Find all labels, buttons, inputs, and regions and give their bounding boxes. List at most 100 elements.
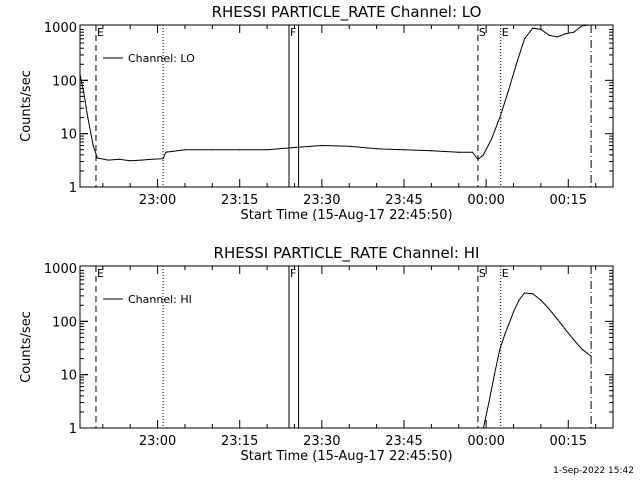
y-tick-label: 100 <box>52 315 77 330</box>
data-point <box>590 25 592 26</box>
chart-title: RHESSI PARTICLE_RATE Channel: LO <box>212 3 482 22</box>
x-tick-label: 23:15 <box>221 193 258 208</box>
data-point <box>491 138 493 140</box>
chart-panel-1: RHESSI PARTICLE_RATE Channel: LO 1 10 100 10… <box>19 3 614 223</box>
data-point <box>482 154 484 156</box>
data-point <box>523 292 526 294</box>
data-point <box>581 25 583 27</box>
legend-label: Channel: HI <box>128 293 192 306</box>
data-point <box>504 332 506 334</box>
data-point <box>523 38 526 40</box>
data-point <box>532 293 534 295</box>
x-tick-label: 00:00 <box>467 434 504 449</box>
data-point <box>499 117 501 119</box>
x-tick-label: 23:45 <box>385 193 422 208</box>
marker-label: E <box>502 26 509 39</box>
x-tick-label: 23:00 <box>139 193 176 208</box>
data-point <box>493 374 495 376</box>
data-point <box>83 91 85 93</box>
data-point <box>118 158 120 160</box>
data-point <box>293 146 296 149</box>
data-point <box>507 91 509 93</box>
data-point <box>548 308 550 310</box>
marker-label: S <box>479 26 486 39</box>
data-point <box>129 160 131 162</box>
data-point <box>376 148 378 150</box>
x-tick-label: 23:30 <box>303 193 340 208</box>
data-point <box>556 318 558 320</box>
plot-frame <box>79 265 614 429</box>
y-tick-label: 1000 <box>44 262 77 277</box>
data-point <box>477 158 479 160</box>
x-tick-label: 23:00 <box>139 434 176 449</box>
legend-label: Channel: LO <box>128 52 195 65</box>
marker-label: E <box>97 267 104 280</box>
data-point <box>151 158 153 160</box>
data-point <box>92 144 94 147</box>
y-tick-label: 10 <box>60 128 77 143</box>
y-axis-label: Counts/sec <box>19 70 34 142</box>
x-tick-label: 00:15 <box>550 193 587 208</box>
data-point <box>573 31 575 33</box>
data-point <box>165 151 167 153</box>
footer-timestamp: 1-Sep-2022 15:42 <box>553 466 634 476</box>
x-tick-label: 00:00 <box>467 193 504 208</box>
series-line <box>482 292 592 428</box>
x-tick-label: 23:15 <box>221 434 258 449</box>
data-point <box>321 144 323 147</box>
data-point <box>515 63 517 65</box>
data-point <box>211 149 213 151</box>
data-point <box>548 34 550 36</box>
x-axis-label: Start Time (15-Aug-17 22:45:50) <box>240 449 452 464</box>
data-point <box>471 151 473 153</box>
data-point <box>80 73 81 75</box>
data-point <box>403 149 405 151</box>
x-axis-label: Start Time (15-Aug-17 22:45:50) <box>240 208 452 223</box>
data-point <box>564 329 567 331</box>
data-point <box>540 28 542 30</box>
marker-label: F <box>290 267 296 280</box>
x-tick-label: 23:30 <box>303 434 340 449</box>
data-point <box>556 36 558 38</box>
data-point <box>96 157 98 159</box>
marker-label: F <box>290 26 296 39</box>
data-point <box>140 159 142 161</box>
y-tick-label: 1000 <box>44 21 77 36</box>
data-point <box>87 117 89 119</box>
series-line <box>80 25 592 162</box>
data-point <box>488 402 490 404</box>
data-point <box>590 355 592 357</box>
x-tick-label: 00:15 <box>550 434 587 449</box>
y-tick-label: 1 <box>69 422 77 437</box>
marker-label: S <box>479 267 486 280</box>
data-point <box>512 311 515 313</box>
chart-panel-2: RHESSI PARTICLE_RATE Channel: HI 1 10 100 10… <box>19 244 614 464</box>
data-point <box>573 339 575 341</box>
data-point <box>586 352 589 354</box>
data-point <box>162 158 164 160</box>
data-point <box>499 348 501 350</box>
y-tick-label: 100 <box>52 74 77 89</box>
data-point <box>184 149 186 151</box>
data-point <box>458 151 460 153</box>
y-tick-label: 10 <box>60 369 77 384</box>
marker-label: E <box>502 267 509 280</box>
y-axis-label: Counts/sec <box>19 311 34 383</box>
data-point <box>564 33 567 35</box>
data-point <box>239 149 241 151</box>
data-point <box>266 149 268 151</box>
plot-frame <box>79 24 614 188</box>
data-point <box>532 27 534 29</box>
data-point <box>518 299 520 301</box>
chart-title: RHESSI PARTICLE_RATE Channel: HI <box>214 244 480 263</box>
x-tick-label: 23:45 <box>385 434 422 449</box>
data-point <box>430 150 432 152</box>
y-tick-label: 1 <box>69 181 77 196</box>
data-point <box>482 427 484 428</box>
data-point <box>540 299 542 301</box>
data-point <box>581 348 583 350</box>
data-point <box>348 145 350 147</box>
marker-label: E <box>97 26 104 39</box>
